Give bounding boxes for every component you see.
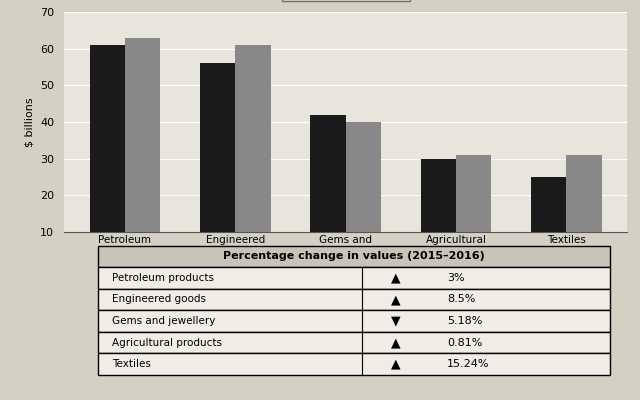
- Bar: [125, 38, 160, 269]
- Text: ▲: ▲: [390, 293, 400, 306]
- Text: 5.18%: 5.18%: [447, 316, 483, 326]
- Bar: [98, 267, 611, 289]
- Bar: [310, 115, 346, 269]
- Bar: [98, 353, 611, 375]
- Legend: 2015, 2016: 2015, 2016: [282, 0, 410, 1]
- Text: Textiles: Textiles: [112, 359, 151, 369]
- Bar: [98, 246, 611, 267]
- Bar: [566, 155, 602, 269]
- Text: Petroleum products: Petroleum products: [112, 273, 214, 283]
- Bar: [98, 310, 611, 332]
- Y-axis label: $ billions: $ billions: [24, 97, 35, 147]
- Text: Agricultural products: Agricultural products: [112, 338, 222, 348]
- Text: Engineered goods: Engineered goods: [112, 294, 206, 304]
- Text: ▲: ▲: [390, 272, 400, 284]
- Bar: [420, 159, 456, 269]
- Bar: [531, 177, 566, 269]
- Bar: [456, 155, 492, 269]
- Text: ▲: ▲: [390, 358, 400, 370]
- Bar: [346, 122, 381, 269]
- Bar: [236, 45, 271, 269]
- Text: Gems and jewellery: Gems and jewellery: [112, 316, 215, 326]
- Text: 15.24%: 15.24%: [447, 359, 490, 369]
- X-axis label: Product Category: Product Category: [284, 259, 407, 272]
- Text: 8.5%: 8.5%: [447, 294, 476, 304]
- Bar: [90, 45, 125, 269]
- Bar: [98, 332, 611, 353]
- Bar: [200, 63, 236, 269]
- Text: ▼: ▼: [390, 314, 400, 328]
- Text: ▲: ▲: [390, 336, 400, 349]
- Bar: [98, 289, 611, 310]
- Text: Percentage change in values (2015–2016): Percentage change in values (2015–2016): [223, 252, 485, 262]
- Text: 0.81%: 0.81%: [447, 338, 483, 348]
- Text: 3%: 3%: [447, 273, 465, 283]
